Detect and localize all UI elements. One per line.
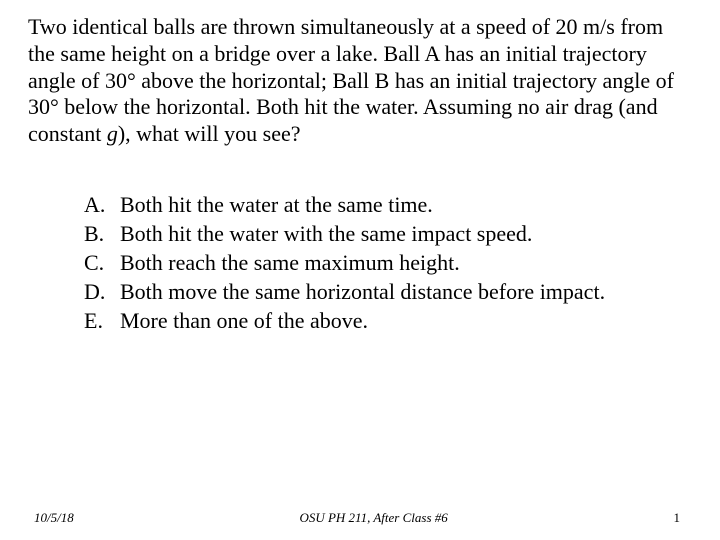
option-letter: E. [84, 306, 120, 335]
option-letter: C. [84, 248, 120, 277]
question-g: g [107, 121, 118, 146]
option-text: Both hit the water at the same time. [120, 190, 692, 219]
option-b: B. Both hit the water with the same impa… [84, 219, 692, 248]
option-text: Both move the same horizontal distance b… [120, 277, 692, 306]
option-letter: A. [84, 190, 120, 219]
option-a: A. Both hit the water at the same time. [84, 190, 692, 219]
question-post: ), what will you see? [118, 121, 301, 146]
footer-page: 1 [673, 510, 680, 526]
footer-date: 10/5/18 [34, 510, 74, 526]
option-e: E. More than one of the above. [84, 306, 692, 335]
option-text: Both hit the water with the same impact … [120, 219, 692, 248]
options-list: A. Both hit the water at the same time. … [28, 190, 692, 335]
footer-center: OSU PH 211, After Class #6 [299, 510, 447, 526]
option-c: C. Both reach the same maximum height. [84, 248, 692, 277]
option-letter: D. [84, 277, 120, 306]
option-text: More than one of the above. [120, 306, 692, 335]
question-text: Two identical balls are thrown simultane… [28, 14, 692, 148]
option-d: D. Both move the same horizontal distanc… [84, 277, 692, 306]
option-text: Both reach the same maximum height. [120, 248, 692, 277]
slide-footer: 10/5/18 OSU PH 211, After Class #6 1 [0, 510, 720, 526]
option-letter: B. [84, 219, 120, 248]
